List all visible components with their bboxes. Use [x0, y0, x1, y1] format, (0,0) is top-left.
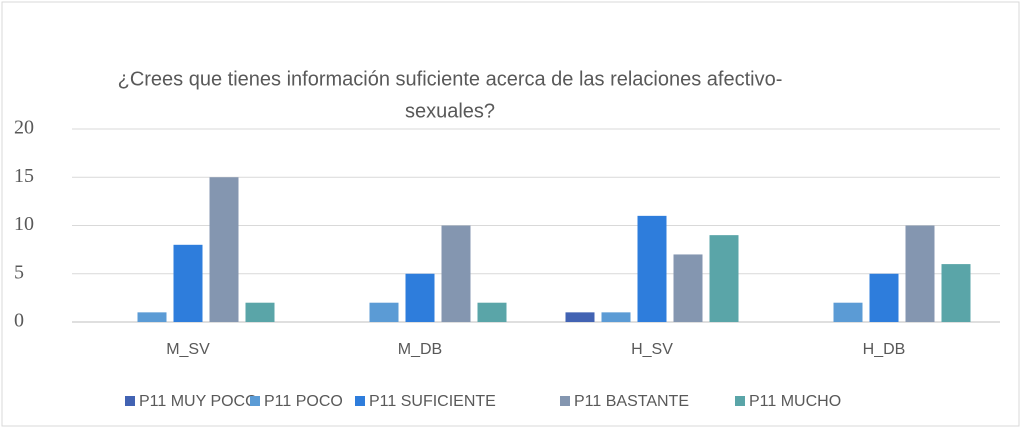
bar: [833, 302, 863, 322]
bar: [137, 312, 167, 322]
y-tick-label: 20: [14, 117, 34, 139]
legend-label: P11 POCO: [264, 393, 343, 410]
bar: [601, 312, 631, 322]
y-tick-label: 0: [14, 310, 24, 332]
x-tick-label: H_SV: [631, 341, 673, 358]
legend-label: P11 SUFICIENTE: [369, 393, 496, 410]
x-tick-label: M_DB: [398, 341, 442, 358]
bar: [709, 235, 739, 322]
x-tick-label: H_DB: [863, 341, 906, 358]
bar: [905, 225, 935, 322]
bar: [209, 177, 239, 322]
legend-label: P11 BASTANTE: [574, 393, 689, 410]
y-tick-label: 15: [14, 165, 34, 187]
y-tick-label: 10: [14, 213, 34, 235]
chart-title: ¿Crees que tienes información suficiente…: [118, 68, 783, 90]
chart-title: sexuales?: [405, 100, 495, 122]
y-tick-label: 5: [14, 261, 24, 283]
bar: [405, 273, 435, 322]
legend-swatch: [735, 396, 745, 406]
legend-swatch: [560, 396, 570, 406]
bar: [869, 273, 899, 322]
bar: [565, 312, 595, 322]
bar: [673, 254, 703, 322]
bar: [477, 302, 507, 322]
legend-swatch: [355, 396, 365, 406]
legend-label: P11 MUCHO: [749, 393, 841, 410]
x-tick-label: M_SV: [166, 341, 210, 358]
legend-label: P11 MUY POCO: [139, 393, 258, 410]
bar: [941, 264, 971, 322]
bar: [173, 244, 203, 322]
bar: [637, 215, 667, 322]
bar: [245, 302, 275, 322]
bar: [441, 225, 471, 322]
legend-swatch: [250, 396, 260, 406]
legend-swatch: [125, 396, 135, 406]
bar: [369, 302, 399, 322]
